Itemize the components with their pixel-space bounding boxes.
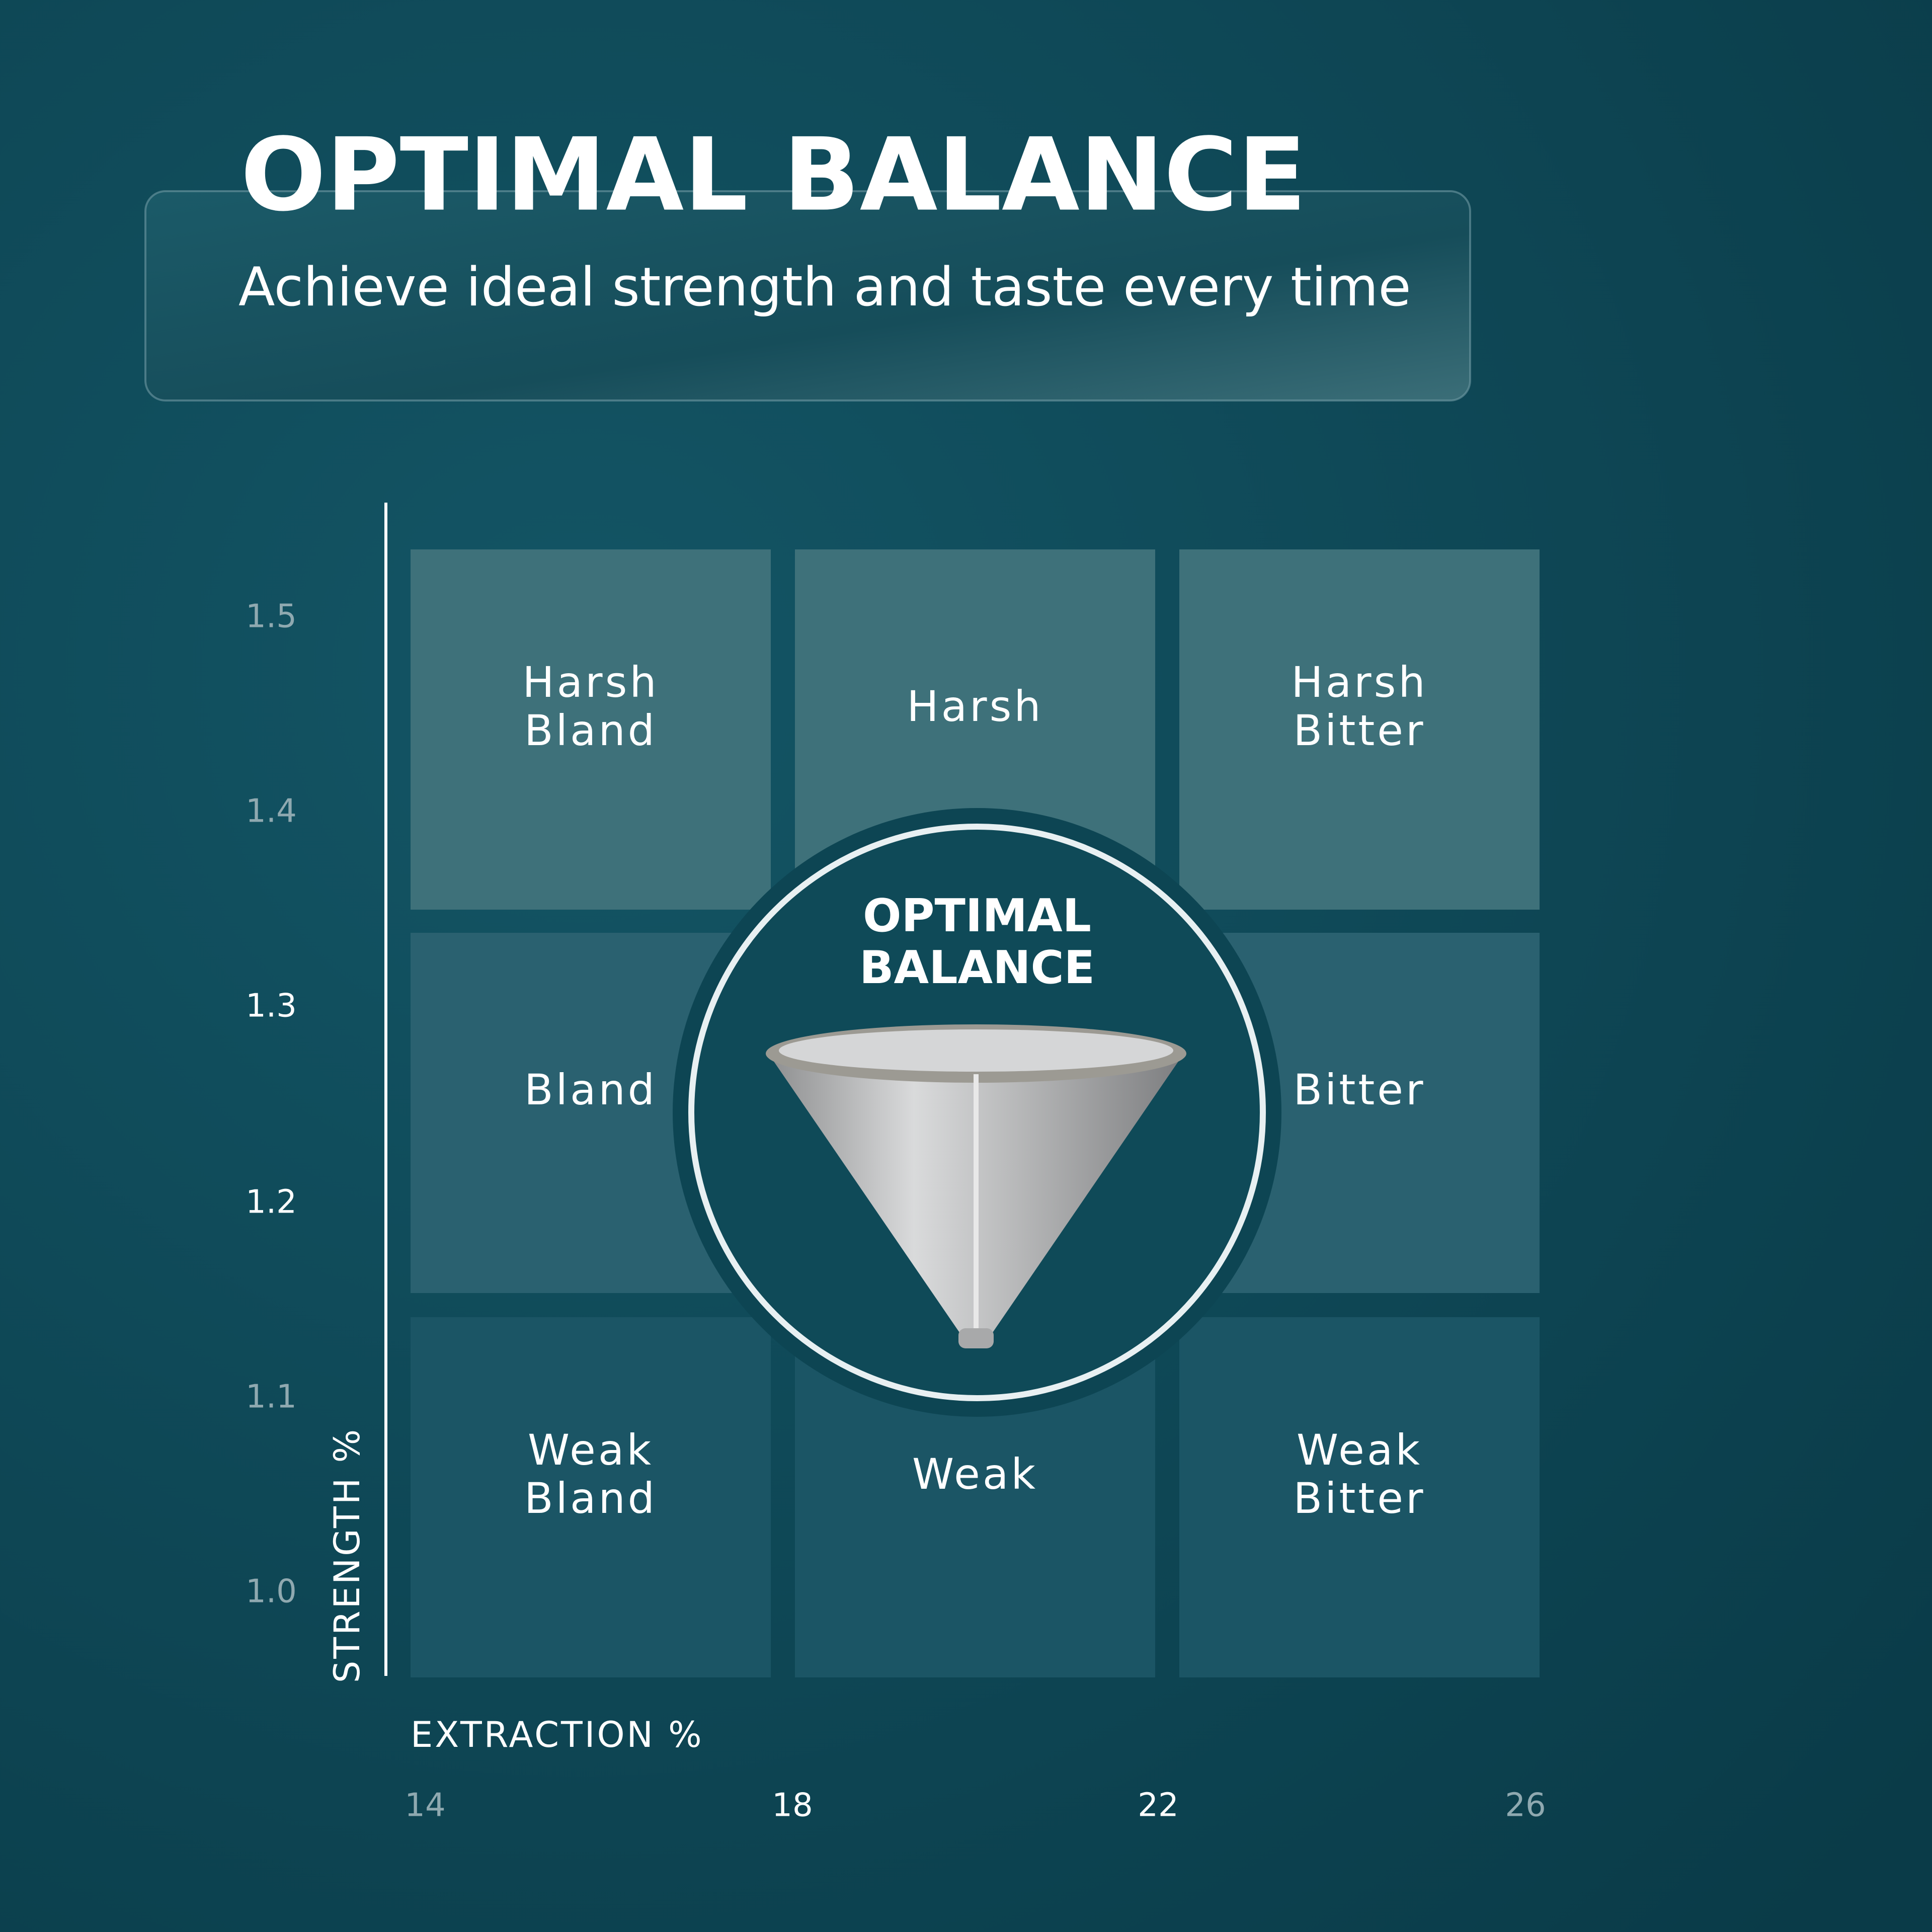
cell-label: Bland bbox=[524, 1065, 657, 1114]
x-tick-label: 26 bbox=[1505, 1787, 1546, 1824]
grid-cell bbox=[411, 549, 771, 910]
y-tick-label: 1.3 bbox=[246, 988, 297, 1025]
cell-label: Harsh bbox=[522, 658, 659, 707]
y-tick-label: 1.2 bbox=[246, 1184, 297, 1221]
cell-label: Bitter bbox=[1293, 1474, 1425, 1523]
filter-cone bbox=[766, 1024, 1186, 1348]
cell-label: Bland bbox=[524, 1474, 657, 1523]
x-axis-label: EXTRACTION % bbox=[411, 1714, 704, 1755]
x-tick-label: 22 bbox=[1138, 1787, 1178, 1824]
y-axis-label: STRENGTH % bbox=[327, 1427, 368, 1683]
banner bbox=[144, 190, 1471, 401]
x-tick-label: 14 bbox=[405, 1787, 445, 1824]
y-tick-label: 1.1 bbox=[246, 1379, 297, 1416]
grid-cell bbox=[411, 1317, 771, 1677]
cell-label: Harsh bbox=[907, 682, 1043, 731]
y-tick-label: 1.5 bbox=[246, 598, 297, 635]
cell-label: Bland bbox=[524, 706, 657, 755]
cell-label: Bitter bbox=[1293, 706, 1425, 755]
y-tick-label: 1.4 bbox=[246, 793, 297, 830]
badge-label: BALANCE bbox=[859, 941, 1095, 994]
cell-label: Weak bbox=[912, 1450, 1038, 1499]
badge-label: OPTIMAL bbox=[863, 890, 1091, 942]
x-tick-label: 18 bbox=[772, 1787, 813, 1824]
grid-cell bbox=[1179, 549, 1540, 910]
subtitle: Achieve ideal strength and taste every t… bbox=[238, 256, 1411, 318]
cell-label: Weak bbox=[1297, 1425, 1422, 1475]
title: OPTIMAL BALANCE bbox=[240, 117, 1307, 234]
grid-cell bbox=[1179, 1317, 1540, 1677]
cell-label: Weak bbox=[528, 1425, 654, 1475]
cell-label: Harsh bbox=[1291, 658, 1427, 707]
y-tick-label: 1.0 bbox=[246, 1573, 297, 1611]
cell-label: Bitter bbox=[1293, 1065, 1425, 1114]
